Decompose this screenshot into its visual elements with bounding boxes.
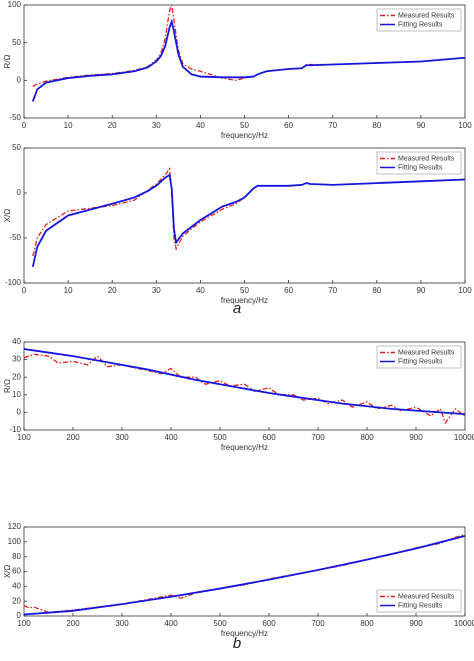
x-axis-label: frequency/Hz [221,443,268,452]
legend [376,151,462,175]
legend-label: Fitting Results [398,164,443,171]
x-tick-label: 200 [66,619,80,628]
legend-label: Measured Results [398,349,455,356]
x-tick-label: 80 [372,121,381,130]
x-tick-label: 50 [240,121,249,130]
x-tick-label: 800 [360,433,374,442]
x-tick-label: 800 [360,619,374,628]
y-tick-label: 20 [12,372,21,381]
x-tick-label: 30 [152,286,161,295]
legend-label: Measured Results [398,155,455,162]
y-tick-label: 0 [17,188,22,197]
x-tick-label: 50 [240,286,249,295]
y-tick-label: 50 [12,38,21,47]
x-tick-label: 40 [196,286,205,295]
y-tick-label: 20 [12,596,21,605]
x-tick-label: 80 [372,286,381,295]
y-tick-label: 0 [17,611,22,620]
y-tick-label: 0 [17,75,22,84]
y-axis-label: X/Ω [3,565,12,579]
chart: 0 10 20 30 40 50 60 70 80 90 100-50050100frequency… [3,0,472,140]
y-tick-label: 100 [8,0,22,9]
x-tick-label: 60 [284,121,293,130]
y-tick-label: 40 [12,337,21,346]
x-tick-label: 400 [164,619,178,628]
legend-label: Fitting Results [398,358,443,365]
x-tick-label: 700 [311,619,325,628]
x-axis-label: frequency/Hz [221,296,268,305]
data-line [31,173,465,267]
y-tick-label: 40 [12,581,21,590]
x-tick-label: 90 [416,121,425,130]
y-tick-label: 100 [8,537,22,546]
x-tick-label: 60 [284,286,293,295]
x-tick-label: 40 [196,121,205,130]
y-tick-label: -50 [9,233,21,242]
x-tick-label: 0 [22,286,27,295]
x-tick-label: 600 [262,619,276,628]
x-tick-label: 10000 [454,619,474,628]
y-tick-label: -50 [9,113,21,122]
y-axis-label: R/Ω [3,379,12,393]
y-axis-label: R/Ω [3,54,12,68]
data-line [24,348,465,416]
x-tick-label: 600 [262,433,276,442]
data-line [31,18,465,102]
y-tick-label: 10 [12,390,21,399]
legend-label: Measured Results [398,12,455,19]
y-axis-label: X/Ω [3,209,12,223]
x-tick-label: 100 [17,433,31,442]
x-tick-label: 90 [416,286,425,295]
y-tick-label: 60 [12,567,21,576]
x-tick-label: 70 [328,286,337,295]
y-tick-label: 50 [12,143,21,152]
x-tick-label: 200 [66,433,80,442]
chart: 100 200 300 400 500 600 700 800 900 10000 0 20 40 60 8… [3,522,474,638]
x-tick-label: 300 [115,619,129,628]
y-tick-label: -10 [9,425,21,434]
legend [376,589,462,613]
x-tick-label: 500 [213,433,227,442]
x-tick-label: 70 [328,121,337,130]
legend-label: Fitting Results [398,602,443,609]
legend-label: Fitting Results [398,21,443,28]
data-line [24,535,465,616]
legend-label: Measured Results [398,593,455,600]
legend [376,345,462,369]
y-tick-label: 0 [17,408,22,417]
x-tick-label: 0 [22,121,27,130]
caption: b [233,635,241,652]
x-axis-label: frequency/Hz [221,629,268,638]
legend [376,8,462,32]
x-tick-label: 900 [409,433,423,442]
x-tick-label: 900 [409,619,423,628]
y-tick-label: 30 [12,355,21,364]
x-tick-label: 30 [152,121,161,130]
x-tick-label: 300 [115,433,129,442]
x-tick-label: 100 [17,619,31,628]
x-tick-label: 400 [164,433,178,442]
chart: 0 10 20 30 40 50 60 70 80 90 100-100-50050frequenc… [3,143,472,305]
x-axis-label: frequency/Hz [221,131,268,140]
y-tick-label: -100 [5,278,22,287]
x-tick-label: 10000 [454,433,474,442]
x-tick-label: 500 [213,619,227,628]
x-tick-label: 100 [458,286,472,295]
x-tick-label: 100 [458,121,472,130]
caption: a [233,300,241,317]
x-tick-label: 20 [108,286,117,295]
x-tick-label: 20 [108,121,117,130]
x-tick-label: 10 [64,286,73,295]
y-tick-label: 120 [8,522,22,531]
chart: 100 200 300 400 500 600 700 800 900 10000 -10 0 10 20… [3,337,474,452]
x-tick-label: 10 [64,121,73,130]
y-tick-label: 80 [12,552,21,561]
x-tick-label: 700 [311,433,325,442]
